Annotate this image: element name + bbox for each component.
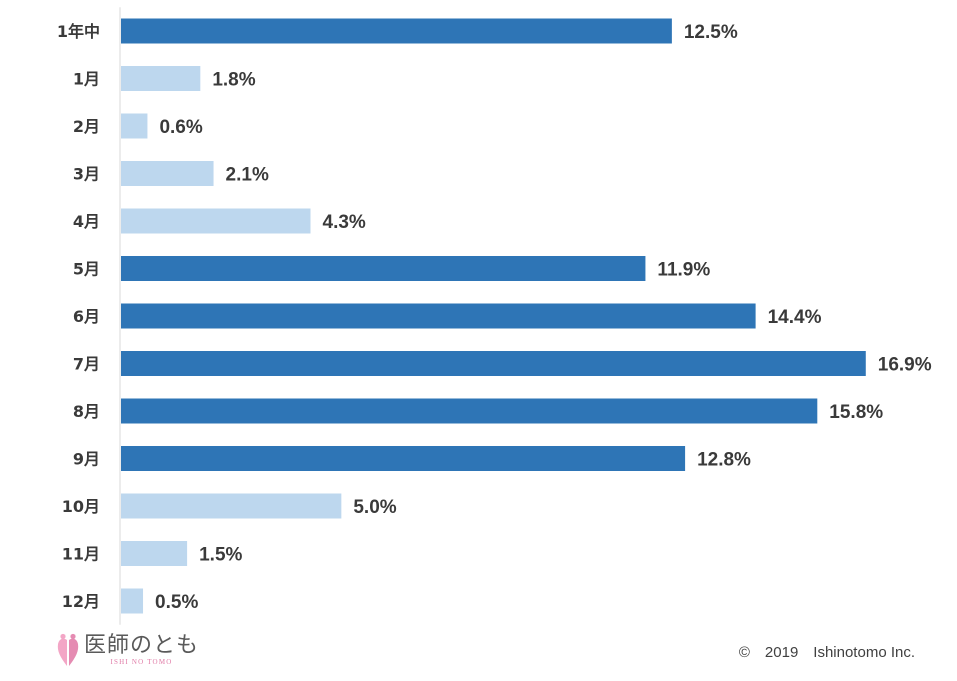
value-label: 12.5% bbox=[684, 22, 738, 43]
value-label: 11.9% bbox=[657, 260, 710, 281]
category-label: 9月 bbox=[73, 450, 100, 469]
bar bbox=[121, 588, 144, 614]
copyright-text: © 2019 Ishinotomo Inc. bbox=[738, 644, 915, 661]
bar bbox=[121, 303, 756, 329]
bar bbox=[121, 351, 866, 376]
value-labels-group: 12.5% 1.8% 0.6% 2.1% 4.3% 11.9% 14.4% 16.9% 15.8… bbox=[155, 22, 932, 613]
value-label: 15.8% bbox=[829, 402, 883, 423]
value-label: 14.4% bbox=[768, 307, 822, 328]
category-label: 3月 bbox=[73, 165, 100, 184]
category-label: 12月 bbox=[62, 592, 100, 611]
value-label: 1.5% bbox=[199, 545, 242, 566]
bar bbox=[121, 256, 646, 281]
value-label: 4.3% bbox=[323, 212, 366, 233]
value-label: 16.9% bbox=[878, 355, 932, 376]
category-label: 10月 bbox=[62, 497, 100, 516]
value-label: 0.5% bbox=[155, 592, 198, 613]
category-label: 1年中 bbox=[57, 22, 100, 41]
bar bbox=[121, 161, 214, 186]
bars-group bbox=[121, 18, 866, 614]
value-label: 0.6% bbox=[159, 117, 202, 138]
bar bbox=[121, 208, 311, 234]
bar bbox=[121, 113, 148, 139]
category-label: 11月 bbox=[62, 545, 100, 564]
bar bbox=[121, 18, 672, 44]
bar bbox=[121, 541, 188, 566]
category-label: 4月 bbox=[73, 212, 100, 231]
category-labels-group: 1年中 1月 2月 3月 4月 5月 6月 7月 8月 9月 10月 11月 12月 bbox=[57, 22, 100, 611]
category-label: 7月 bbox=[73, 355, 100, 374]
bar bbox=[121, 398, 818, 424]
bar-chart: 1年中 1月 2月 3月 4月 5月 6月 7月 8月 9月 10月 11月 12月 12.5% 1.8%… bbox=[57, 7, 932, 625]
value-label: 5.0% bbox=[353, 497, 396, 518]
value-label: 2.1% bbox=[226, 165, 269, 186]
logo: 医師のとも ISHI NO TOMO bbox=[56, 628, 199, 672]
bar bbox=[121, 493, 342, 519]
value-label: 12.8% bbox=[697, 450, 751, 471]
value-label: 1.8% bbox=[212, 70, 255, 91]
logo-subtext: ISHI NO TOMO bbox=[110, 657, 173, 666]
bar bbox=[121, 446, 686, 471]
category-label: 8月 bbox=[73, 402, 100, 421]
logo-heart-icon bbox=[57, 633, 79, 666]
bar bbox=[121, 66, 201, 91]
logo-text: 医師のとも bbox=[84, 632, 200, 658]
category-label: 2月 bbox=[73, 117, 100, 136]
category-label: 6月 bbox=[73, 307, 100, 326]
category-label: 5月 bbox=[73, 260, 100, 279]
category-label: 1月 bbox=[73, 70, 100, 89]
